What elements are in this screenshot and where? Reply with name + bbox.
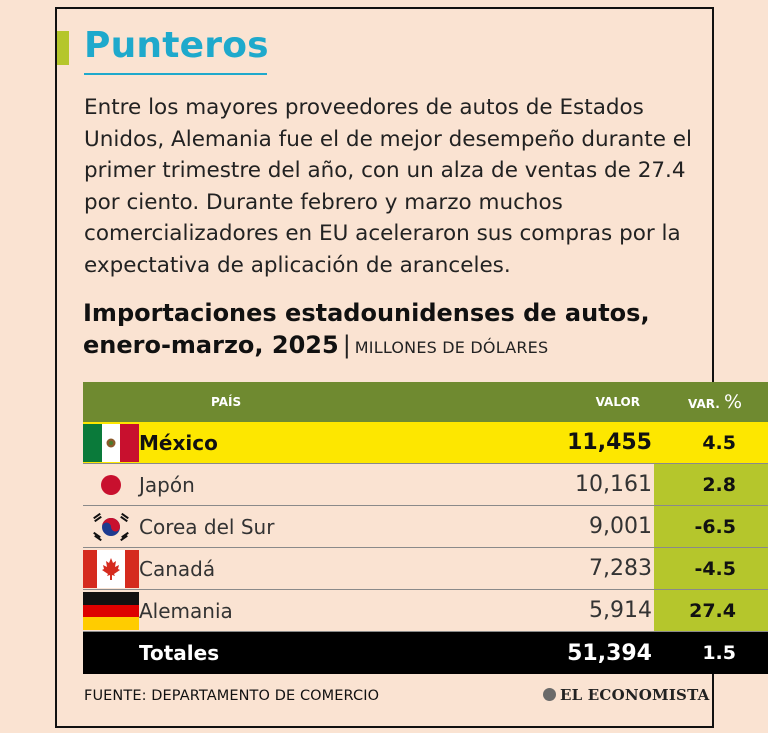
var-cell: 4.5 [654,422,768,464]
table-header-row: PAÍS VALOR VAR. % [83,382,768,422]
south-korea-flag-icon [83,507,139,546]
value-cell: 9,001 [467,505,654,548]
header-flag-cell [83,382,139,422]
flag-cell [83,505,139,548]
table-row: Alemania 5,914 27.4 [83,589,768,632]
chart-unit: MILLONES DE DÓLARES [354,338,549,357]
source-note: FUENTE: DEPARTAMENTO DE COMERCIO [84,688,380,704]
accent-bar [57,31,69,65]
totals-flag-cell [83,631,139,674]
country-cell: Canadá [139,547,467,590]
var-cell: 2.8 [654,463,768,506]
value-cell: 7,283 [467,547,654,590]
value-cell: 5,914 [467,589,654,632]
column-header-var-label: VAR. [687,397,720,411]
var-cell: -4.5 [654,547,768,590]
var-cell: 27.4 [654,589,768,632]
canada-flag-icon [83,549,139,588]
chart-title-line1: Importaciones estadounidenses de autos, [83,299,650,327]
mexico-flag-icon [83,423,139,462]
column-header-value: VALOR [467,382,654,422]
var-cell: -6.5 [654,505,768,548]
column-header-country: PAÍS [139,382,467,422]
country-cell: Japón [139,463,467,506]
japan-flag-icon [83,465,139,504]
intro-paragraph: Entre los mayores proveedores de autos d… [84,95,692,278]
title-underline [84,73,267,75]
brand-mark-icon [543,688,556,701]
country-cell: Corea del Sur [139,505,467,548]
flag-cell [83,547,139,590]
flag-cell [83,463,139,506]
column-header-var: VAR. % [654,382,768,422]
flag-cell [83,589,139,632]
title-separator: | [342,331,351,359]
table-row: Japón 10,161 2.8 [83,463,768,506]
germany-flag-icon [83,591,139,630]
page-title: Punteros [84,25,269,66]
totals-value: 51,394 [467,631,654,674]
value-cell: 11,455 [467,422,654,464]
totals-label: Totales [139,631,467,674]
value-cell: 10,161 [467,463,654,506]
imports-table: PAÍS VALOR VAR. % México 11,455 4.5 Japón 10… [83,382,768,674]
column-header-var-pct: % [723,391,742,413]
flag-cell [83,422,139,464]
totals-row: Totales 51,394 1.5 [83,631,768,674]
chart-title: Importaciones estadounidenses de autos, … [83,297,703,364]
country-cell: México [139,422,467,464]
brand-logo: EL ECONOMISTA [543,686,709,704]
table-row: Canadá 7,283 -4.5 [83,547,768,590]
brand-name: EL ECONOMISTA [560,686,710,704]
totals-var: 1.5 [654,631,768,674]
table-row: México 11,455 4.5 [83,422,768,464]
chart-title-line2: enero-marzo, 2025 [83,331,339,359]
table-row: Corea del Sur 9,001 -6.5 [83,505,768,548]
country-cell: Alemania [139,589,467,632]
